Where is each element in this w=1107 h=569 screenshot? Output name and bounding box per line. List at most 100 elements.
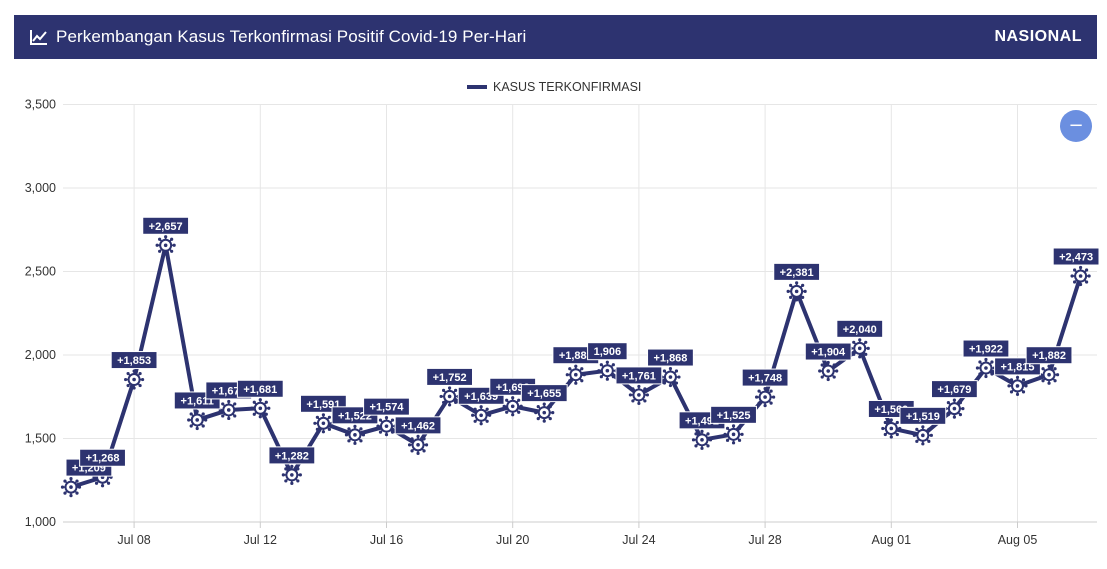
zoom-out-button[interactable]: − (1060, 110, 1092, 142)
virus-spike-tip (740, 432, 744, 436)
virus-spike-tip (94, 481, 99, 485)
virus-core (353, 433, 357, 437)
virus-spike-tip (258, 415, 262, 419)
virus-spike-tip (250, 406, 254, 410)
virus-core (668, 375, 673, 379)
data-label-box (647, 348, 694, 367)
virus-core (794, 289, 799, 294)
x-tick-label: Jul 12 (244, 533, 277, 547)
virus-spike-tip (889, 435, 893, 439)
grid-lines (63, 104, 1097, 523)
virus-spike-tip (895, 432, 899, 437)
virus-core (226, 408, 231, 412)
virus-core (637, 393, 641, 397)
virus-spike-tip (124, 377, 128, 382)
data-label: +1,679 (937, 384, 971, 396)
virus-spike-tip (921, 425, 925, 429)
virus-spike-tip (866, 346, 870, 350)
virus-spike-tip (517, 398, 521, 402)
data-label: +1,525 (717, 410, 751, 422)
virus-spike-tip (832, 363, 836, 367)
virus-spike-tip (637, 384, 641, 389)
virus-icon (628, 384, 649, 406)
virus-spike-tip (479, 405, 483, 409)
virus-spike-tip (1021, 378, 1026, 382)
virus-spike-tip (378, 418, 383, 422)
data-label: +1,655 (527, 388, 561, 400)
virus-spike-tip (448, 386, 452, 390)
virus-spike-tip (1072, 268, 1077, 272)
y-tick-label: 2,500 (25, 265, 56, 279)
x-tick-label: Jul 16 (370, 533, 403, 547)
virus-spike-tip (1085, 280, 1089, 284)
virus-spike-tip (668, 383, 673, 388)
virus-spike-tip (376, 424, 380, 428)
virus-spike-tip (502, 404, 506, 408)
data-label-box (962, 339, 1010, 358)
virus-icon (755, 386, 776, 408)
data-label-box (236, 379, 284, 398)
virus-icon (502, 396, 523, 417)
y-tick-label: 1,000 (25, 515, 56, 529)
data-label: +1,268 (86, 453, 120, 465)
virus-spike-tip (628, 393, 632, 397)
data-label: +2,657 (149, 221, 183, 233)
virus-core (69, 485, 73, 489)
virus-spike-tip (826, 377, 830, 382)
virus-spike-tip (126, 383, 130, 388)
virus-spike-tip (1009, 378, 1014, 382)
virus-spike-tip (599, 375, 603, 379)
virus-spike-tip (536, 417, 540, 421)
data-label-box (1025, 346, 1073, 365)
virus-spike-tip (708, 438, 713, 442)
virus-icon (155, 235, 176, 256)
virus-spike-tip (551, 411, 555, 415)
virus-icon (818, 360, 839, 382)
virus-spike-tip (264, 412, 268, 416)
virus-spike-tip (691, 438, 696, 442)
virus-spike-tip (416, 434, 420, 438)
virus-spike-tip (132, 386, 136, 390)
data-labels: +1,209+1,268+1,853+2,657+1,611+1,671+1,6… (65, 216, 1100, 477)
virus-spike-tip (668, 366, 673, 371)
data-label: +1,853 (117, 355, 151, 367)
virus-spike-tip (416, 451, 420, 455)
virus-icon (534, 402, 555, 423)
virus-spike-tip (485, 407, 489, 411)
virus-spike-tip (479, 422, 483, 426)
virus-spike-tip (542, 402, 546, 406)
virus-spike-tip (422, 449, 426, 453)
data-label-box (394, 416, 442, 435)
virus-icon (124, 369, 145, 390)
data-label-box (710, 405, 757, 424)
virus-spike-tip (605, 377, 609, 381)
legend-label[interactable]: KASUS TERKONFIRMASI (493, 80, 641, 94)
virus-spike-tip (1072, 280, 1077, 284)
virus-spike-tip (60, 485, 65, 489)
virus-spike-tip (1015, 375, 1020, 379)
virus-spike-tip (674, 381, 679, 385)
virus-core (321, 421, 326, 426)
virus-spike-tip (164, 252, 168, 256)
virus-spike-tip (769, 401, 773, 405)
data-label: +1,868 (653, 353, 687, 365)
virus-spike-tip (864, 352, 868, 356)
virus-spike-tip (204, 418, 208, 422)
virus-spike-tip (858, 355, 862, 359)
virus-core (921, 433, 925, 438)
virus-spike-tip (195, 409, 199, 414)
data-label-box (426, 367, 474, 386)
data-label: +1,761 (622, 370, 656, 382)
data-label: +1,815 (1001, 361, 1035, 373)
data-label-box (587, 342, 628, 361)
virus-icon (660, 366, 681, 388)
virus-core (857, 346, 862, 351)
scope-label[interactable]: NASIONAL (994, 28, 1082, 45)
virus-core (163, 243, 168, 248)
virus-spike-tip (731, 424, 736, 428)
virus-spike-tip (757, 401, 761, 405)
virus-spike-tip (1087, 274, 1091, 278)
virus-spike-tip (264, 400, 268, 404)
virus-spike-tip (258, 398, 262, 402)
